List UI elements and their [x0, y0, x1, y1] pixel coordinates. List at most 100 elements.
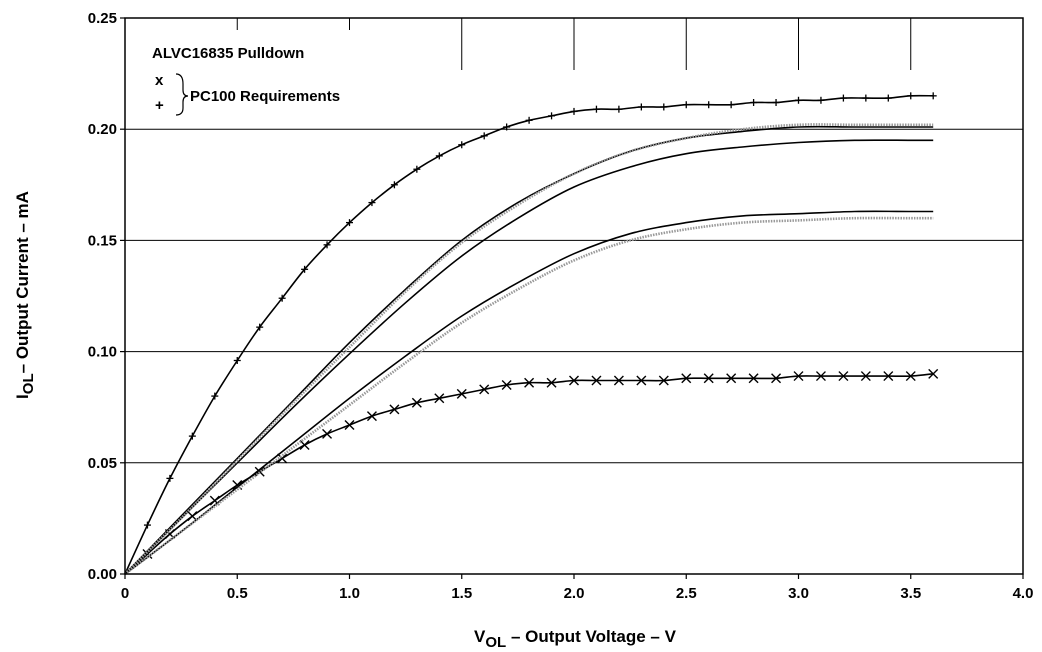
data-point-x — [187, 511, 198, 522]
data-point-plus — [368, 199, 376, 207]
axis-ticks: 0 0.5 1.0 1.5 2.0 2.5 3.0 3.5 4.0 0.00 0.05 0.10 0.1… — [88, 10, 1034, 602]
data-point-plus — [346, 219, 353, 227]
y-tick-label: 0.15 — [88, 232, 117, 249]
y-axis-title-subscript: OL — [20, 373, 37, 394]
data-point-plus — [637, 103, 645, 111]
x-axis-title: VOL – Output Voltage – V — [474, 627, 677, 651]
x-tick-label: 1.0 — [339, 585, 360, 602]
x-tick-label: 3.0 — [788, 585, 809, 602]
data-point-x — [456, 388, 467, 399]
series-line-4 — [124, 139, 934, 575]
data-point-x — [793, 371, 804, 382]
data-point-plus — [413, 165, 421, 173]
legend-title: ALVC16835 Pulldown — [152, 45, 304, 62]
data-point-plus — [839, 94, 847, 102]
data-point-plus — [660, 103, 668, 111]
data-point-plus — [323, 241, 331, 249]
data-point-plus — [301, 265, 309, 273]
data-point-plus — [525, 116, 533, 124]
data-point-x — [883, 371, 894, 382]
data-point-x — [569, 375, 579, 386]
x-tick-label: 4.0 — [1013, 585, 1034, 602]
data-point-plus — [907, 92, 915, 100]
data-point-plus — [615, 105, 623, 113]
data-point-plus — [256, 323, 264, 331]
data-point-plus — [570, 107, 578, 115]
data-point-x — [748, 373, 759, 384]
data-point-plus — [795, 96, 802, 104]
data-point-x — [613, 375, 624, 386]
data-point-plus — [503, 123, 511, 131]
data-point-x — [277, 453, 288, 464]
y-tick-label: 0.25 — [88, 10, 117, 27]
data-point-plus — [817, 96, 825, 104]
data-point-plus — [705, 101, 713, 109]
plot-series — [124, 92, 939, 576]
x-axis-title-rest: – Output Voltage – V — [506, 627, 676, 646]
data-point-plus — [929, 92, 937, 100]
legend-background — [136, 30, 456, 122]
data-point-x — [726, 373, 737, 384]
data-point-x — [860, 371, 871, 382]
data-point-plus — [480, 132, 488, 140]
data-point-x — [389, 404, 400, 415]
data-point-plus — [592, 105, 600, 113]
legend-group-label: PC100 Requirements — [190, 88, 340, 105]
data-point-x — [636, 375, 647, 386]
x-tick-label: 0.5 — [227, 585, 248, 602]
data-point-x — [591, 375, 602, 386]
y-axis-title: IOL– Output Current – mA — [13, 191, 37, 399]
legend-brace — [175, 73, 189, 116]
data-point-x — [928, 368, 939, 379]
legend: ALVC16835 Pulldown x + PC100 Requirement… — [136, 30, 456, 122]
series-line-2 — [124, 373, 934, 575]
data-point-plus — [166, 474, 174, 482]
x-tick-label: 3.5 — [900, 585, 921, 602]
series-line-7 — [124, 216, 934, 576]
series-line-5 — [124, 210, 934, 575]
data-point-x — [524, 377, 535, 388]
data-point-x — [501, 379, 512, 390]
y-tick-label: 0.00 — [88, 566, 117, 583]
y-axis-title-main: I — [13, 394, 32, 399]
grid-lines — [125, 18, 1023, 464]
y-tick-label: 0.20 — [88, 121, 117, 138]
data-point-x — [434, 393, 445, 404]
data-point-plus — [211, 392, 219, 400]
data-point-x — [546, 377, 557, 388]
data-point-plus — [233, 356, 241, 364]
data-point-x — [703, 373, 714, 384]
data-point-plus — [772, 99, 780, 107]
data-point-x — [658, 375, 669, 386]
y-axis-title-rest: – Output Current – mA — [13, 191, 32, 373]
x-axis-title-main: V — [474, 627, 486, 646]
data-point-x — [838, 371, 849, 382]
x-tick-label: 0 — [121, 585, 129, 602]
y-tick-label: 0.05 — [88, 455, 117, 472]
data-point-plus — [435, 152, 443, 160]
data-point-plus — [884, 94, 892, 102]
data-point-plus — [278, 294, 286, 302]
x-axis-title-subscript: OL — [485, 634, 506, 651]
series-line-1 — [124, 94, 934, 575]
data-point-x — [322, 428, 333, 439]
data-point-x — [344, 419, 355, 430]
data-point-x — [905, 371, 916, 382]
legend-marker-plus: + — [155, 97, 164, 114]
data-point-plus — [188, 432, 196, 440]
y-tick-label: 0.10 — [88, 344, 117, 361]
data-point-plus — [750, 99, 758, 107]
series-line-6 — [124, 123, 934, 575]
data-point-plus — [727, 101, 735, 109]
data-point-plus — [548, 112, 556, 120]
data-point-x — [299, 440, 310, 451]
data-point-x — [366, 411, 377, 422]
data-point-x — [479, 384, 490, 395]
data-point-x — [681, 373, 692, 384]
data-point-x — [411, 397, 422, 408]
data-point-plus — [390, 181, 398, 189]
data-point-x — [815, 371, 826, 382]
data-point-plus — [682, 101, 690, 109]
x-tick-label: 2.5 — [676, 585, 697, 602]
